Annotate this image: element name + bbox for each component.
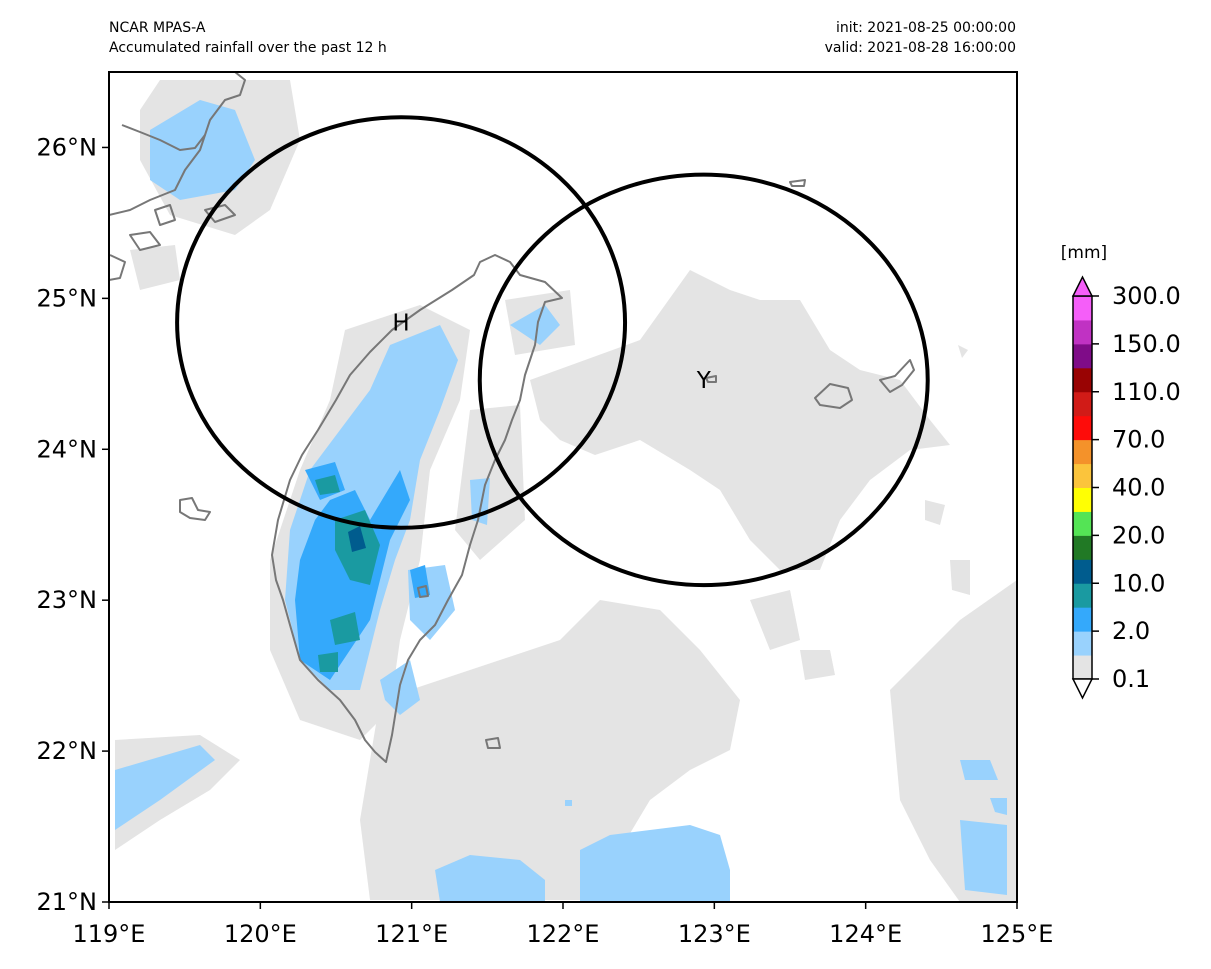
- y-tick-label: 22°N: [37, 737, 98, 765]
- figure-header-right: init: 2021-08-25 00:00:00 valid: 2021-08…: [760, 18, 1016, 58]
- figure-header-left: NCAR MPAS-A Accumulated rainfall over th…: [109, 18, 387, 58]
- colorbar-tick-label: 40.0: [1112, 474, 1165, 502]
- colorbar-segment: [1073, 487, 1092, 512]
- x-tick-label: 122°E: [527, 920, 600, 948]
- circle-h: [175, 115, 628, 530]
- colorbar-under-arrow: [1071, 678, 1094, 700]
- taiwan-coastline: [271, 254, 563, 763]
- rain-shading-darkblue: [348, 526, 366, 552]
- colorbar-unit: [mm]: [1061, 243, 1107, 263]
- colorbar-segment: [1073, 631, 1092, 656]
- x-tick-label: 121°E: [375, 920, 448, 948]
- colorbar-tick-label: 70.0: [1112, 426, 1165, 454]
- coastlines: [109, 72, 915, 763]
- orchid-island: [485, 737, 501, 749]
- map-title: Accumulated rainfall over the past 12 h: [109, 40, 387, 56]
- x-axis: 119°E 120°E 121°E 122°E 123°E 124°E 125°E: [73, 902, 1054, 948]
- colorbar-segment: [1073, 439, 1092, 465]
- x-tick-label: 120°E: [224, 920, 297, 948]
- circle-label-y: Y: [696, 368, 712, 394]
- y-axis: 21°N 22°N 23°N 24°N 25°N 26°N: [37, 133, 109, 916]
- colorbar: [mm] 300.0 150.0 110.0 70.0 40.0 20.0 10.0 2.0 0…: [1061, 243, 1181, 700]
- init-time: init: 2021-08-25 00:00:00: [836, 20, 1016, 36]
- x-tick-label: 124°E: [829, 920, 902, 948]
- colorbar-segment: [1073, 463, 1092, 488]
- penghu-islands: [179, 497, 211, 521]
- circle-label-h: H: [392, 311, 409, 337]
- colorbar-segment: [1073, 511, 1092, 536]
- map-panel: H Y: [109, 72, 1017, 902]
- y-tick-label: 24°N: [37, 435, 98, 463]
- circle-y: [477, 172, 930, 588]
- colorbar-segment: [1073, 391, 1092, 417]
- colorbar-segment: [1073, 655, 1092, 680]
- colorbar-segment: [1073, 296, 1092, 321]
- colorbar-segment: [1073, 535, 1092, 560]
- colorbar-segment: [1073, 607, 1092, 632]
- colorbar-segment: [1073, 367, 1092, 393]
- y-tick-label: 26°N: [37, 133, 98, 161]
- colorbar-tick-label: 10.0: [1112, 569, 1165, 597]
- x-tick-label: 123°E: [678, 920, 751, 948]
- mainland-coast: [109, 72, 246, 216]
- green-island: [417, 585, 429, 598]
- model-name: NCAR MPAS-A: [109, 20, 206, 36]
- colorbar-tick-label: 300.0: [1112, 282, 1181, 310]
- colorbar-tick-label: 110.0: [1112, 378, 1181, 406]
- y-tick-label: 23°N: [37, 586, 98, 614]
- colorbar-segment: [1073, 343, 1092, 369]
- colorbar-over-arrow: [1071, 275, 1094, 297]
- y-tick-label: 21°N: [37, 888, 98, 916]
- valid-time: valid: 2021-08-28 16:00:00: [824, 40, 1016, 56]
- x-tick-label: 125°E: [981, 920, 1054, 948]
- colorbar-segment: [1073, 583, 1092, 608]
- x-tick-label: 119°E: [73, 920, 146, 948]
- colorbar-tick-label: 20.0: [1112, 521, 1165, 549]
- colorbar-segment: [1073, 319, 1092, 345]
- range-circles: H Y: [175, 115, 930, 588]
- y-tick-label: 25°N: [37, 284, 98, 312]
- colorbar-segment: [1073, 415, 1092, 441]
- colorbar-tick-label: 150.0: [1112, 330, 1181, 358]
- colorbar-tick-label: 2.0: [1112, 617, 1150, 645]
- colorbar-segment: [1073, 559, 1092, 584]
- colorbar-tick-label: 0.1: [1112, 665, 1150, 693]
